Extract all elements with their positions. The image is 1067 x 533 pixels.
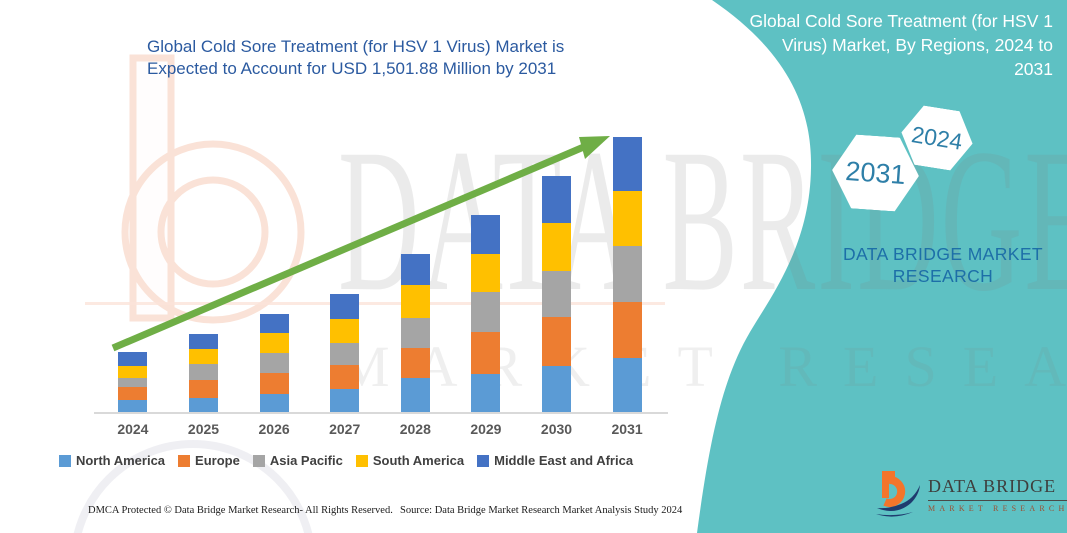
bar-segment-south-america-2027	[330, 318, 360, 344]
right-panel-shape	[697, 0, 1067, 533]
x-axis-label-2026: 2026	[258, 421, 290, 437]
bar-segment-europe-2027	[330, 365, 360, 390]
bar-segment-north-america-2031	[612, 357, 642, 413]
bar-segment-south-america-2029	[471, 254, 501, 293]
x-axis-label-2031: 2031	[611, 421, 643, 437]
company-logo: DATA BRIDGE MARKET RESEARCH	[874, 468, 1067, 520]
x-axis-label-2029: 2029	[470, 421, 502, 437]
footer-dmca-text: DMCA Protected © Data Bridge Market Rese…	[88, 505, 393, 516]
company-logo-name: DATA BRIDGE	[928, 476, 1067, 501]
bar-segment-north-america-2029	[471, 374, 501, 413]
data-bridge-b-icon	[876, 471, 920, 517]
company-logo-tagline: MARKET RESEARCH	[928, 503, 1067, 513]
bar-segment-north-america-2024	[118, 400, 148, 413]
bar-segment-middle-east-and-africa-2026	[259, 313, 289, 334]
bar-segment-north-america-2026	[259, 394, 289, 413]
bar-segment-south-america-2030	[542, 223, 571, 271]
bar-segment-asia-pacific-2031	[612, 246, 642, 303]
x-axis-label-2025: 2025	[187, 421, 220, 437]
bar-segment-europe-2025	[189, 380, 218, 398]
legend-label: Middle East and Africa	[494, 453, 634, 468]
hexagon-2024-label: 2024	[909, 120, 965, 155]
legend-item-asia-pacific: Asia Pacific	[252, 453, 343, 468]
legend-swatch-icon	[58, 454, 71, 467]
x-axis-label-2027: 2027	[329, 421, 361, 437]
watermark-stripe	[85, 302, 665, 305]
bar-segment-asia-pacific-2030	[542, 270, 571, 318]
legend-item-south-america: South America	[355, 453, 465, 468]
legend-swatch-icon	[477, 454, 490, 467]
x-axis-label-2030: 2030	[540, 421, 573, 437]
bar-segment-south-america-2028	[400, 285, 430, 318]
chart-title: Global Cold Sore Treatment (for HSV 1 Vi…	[147, 36, 564, 80]
hexagon-2024: 2024	[897, 103, 977, 174]
bar-segment-asia-pacific-2026	[259, 353, 289, 373]
bar-segment-europe-2031	[612, 302, 642, 358]
bar-segment-europe-2026	[259, 372, 289, 395]
legend-item-north-america: North America	[58, 453, 166, 468]
bar-segment-europe-2028	[400, 347, 430, 378]
company-logo-text: DATA BRIDGE MARKET RESEARCH	[928, 476, 1067, 513]
x-axis-label-2024: 2024	[117, 421, 149, 437]
bar-segment-europe-2030	[542, 317, 571, 366]
bar-segment-middle-east-and-africa-2029	[471, 215, 501, 255]
bar-segment-south-america-2026	[259, 333, 289, 354]
legend-item-middle-east-and-africa: Middle East and Africa	[477, 453, 633, 468]
bar-segment-south-america-2024	[118, 366, 148, 378]
bar-segment-north-america-2028	[400, 377, 430, 413]
bar-segment-north-america-2027	[330, 389, 360, 413]
footer-source-text: Source: Data Bridge Market Research Mark…	[400, 505, 683, 516]
chart-title-line1: Global Cold Sore Treatment (for HSV 1 Vi…	[147, 37, 565, 56]
watermark-b-logo	[121, 54, 305, 324]
legend-label: Europe	[195, 453, 240, 468]
bar-segment-asia-pacific-2028	[400, 317, 430, 348]
bar-segment-asia-pacific-2024	[118, 377, 148, 388]
bar-segment-south-america-2025	[189, 349, 218, 365]
bar-segment-middle-east-and-africa-2028	[400, 254, 430, 286]
bar-segment-asia-pacific-2025	[189, 364, 218, 381]
bar-segment-middle-east-and-africa-2024	[118, 352, 148, 367]
bar-segment-middle-east-and-africa-2025	[189, 334, 218, 350]
bar-segment-europe-2024	[118, 387, 148, 401]
bar-segment-asia-pacific-2027	[330, 343, 360, 366]
bar-segment-middle-east-and-africa-2031	[612, 136, 642, 191]
legend-label: Asia Pacific	[269, 453, 343, 468]
x-axis-line	[94, 412, 668, 414]
bar-segment-south-america-2031	[612, 190, 642, 246]
legend-swatch-icon	[178, 454, 191, 467]
panel-title: Global Cold Sore Treatment (for HSV 1 Vi…	[749, 11, 1053, 80]
bar-segment-middle-east-and-africa-2027	[330, 293, 360, 319]
chart-title-line2: Expected to Account for USD 1,501.88 Mil…	[147, 58, 557, 78]
chart-legend: North America Europe Asia Pacific South Ame…	[0, 453, 692, 468]
panel-brand-text: DATA BRIDGE MARKET RESEARCH	[842, 244, 1044, 287]
bar-segment-europe-2029	[471, 332, 501, 375]
watermark-text-marketresearch: MARKET RESEARCH	[338, 334, 1067, 399]
legend-swatch-icon	[252, 454, 265, 467]
bar-segment-middle-east-and-africa-2030	[542, 175, 571, 224]
legend-label: South America	[372, 453, 465, 468]
bar-segment-north-america-2030	[542, 365, 571, 413]
legend-label: North America	[75, 453, 166, 468]
x-axis-label-2028: 2028	[399, 421, 431, 437]
bar-segment-north-america-2025	[189, 397, 218, 413]
legend-swatch-icon	[355, 454, 368, 467]
legend-item-europe: Europe	[178, 453, 240, 468]
bar-segment-asia-pacific-2029	[471, 292, 501, 333]
